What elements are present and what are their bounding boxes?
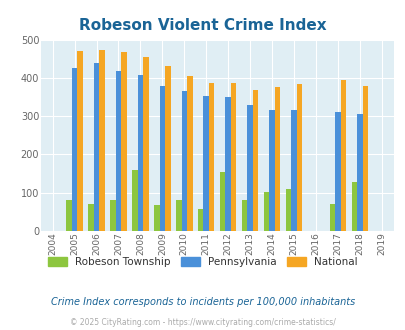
Bar [225, 97, 230, 231]
Bar [252, 90, 258, 231]
Bar [247, 106, 252, 231]
Bar [159, 85, 165, 231]
Text: Robeson Violent Crime Index: Robeson Violent Crime Index [79, 18, 326, 33]
Bar [356, 114, 362, 231]
Bar [220, 173, 225, 231]
Bar [340, 80, 345, 231]
Bar [329, 204, 334, 231]
Bar [77, 51, 83, 231]
Bar [165, 66, 170, 231]
Bar [241, 200, 247, 231]
Bar [351, 182, 356, 231]
Bar [285, 188, 290, 231]
Bar [99, 50, 104, 231]
Bar [137, 75, 143, 231]
Bar [209, 83, 214, 231]
Bar [181, 91, 187, 231]
Bar [110, 200, 115, 231]
Bar [290, 111, 296, 231]
Bar [66, 200, 72, 231]
Bar [88, 204, 94, 231]
Bar [296, 84, 301, 231]
Bar [274, 87, 279, 231]
Bar [143, 57, 148, 231]
Bar [334, 112, 340, 231]
Bar [203, 96, 209, 231]
Legend: Robeson Township, Pennsylvania, National: Robeson Township, Pennsylvania, National [48, 257, 357, 267]
Bar [362, 86, 367, 231]
Bar [94, 63, 99, 231]
Bar [198, 209, 203, 231]
Bar [121, 52, 126, 231]
Bar [269, 111, 274, 231]
Bar [115, 71, 121, 231]
Bar [187, 76, 192, 231]
Bar [154, 205, 159, 231]
Text: Crime Index corresponds to incidents per 100,000 inhabitants: Crime Index corresponds to incidents per… [51, 297, 354, 307]
Bar [263, 192, 269, 231]
Bar [230, 83, 236, 231]
Text: © 2025 CityRating.com - https://www.cityrating.com/crime-statistics/: © 2025 CityRating.com - https://www.city… [70, 318, 335, 327]
Bar [72, 68, 77, 231]
Bar [132, 170, 137, 231]
Bar [176, 200, 181, 231]
